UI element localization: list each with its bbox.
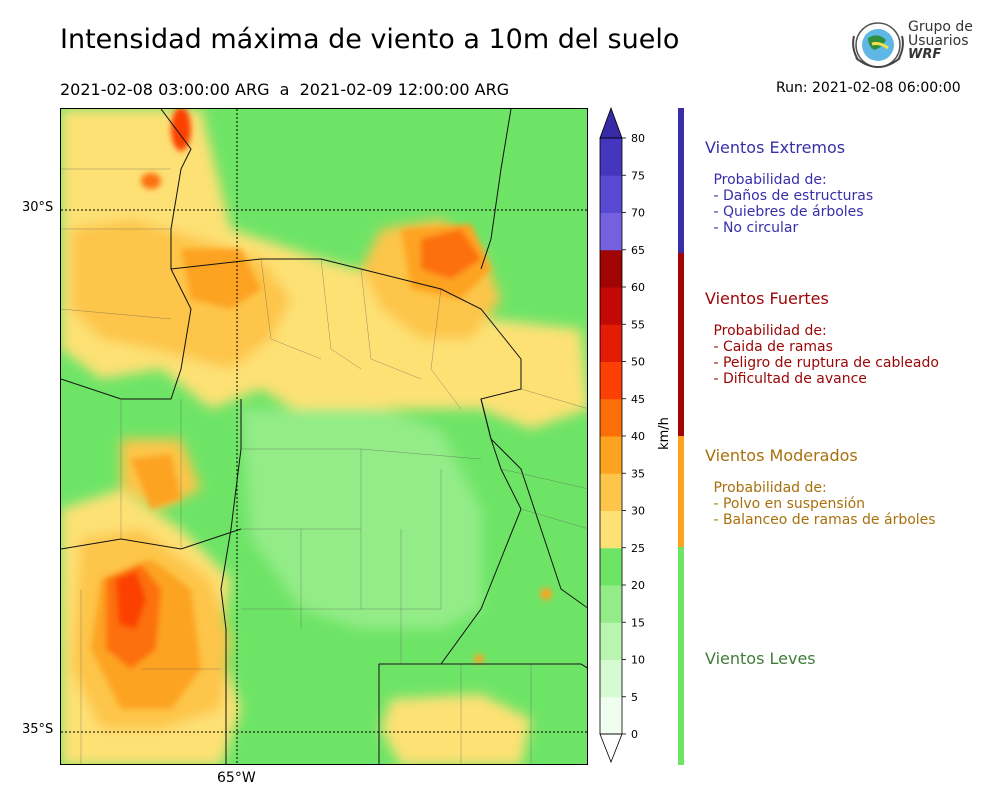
colorbar-unit: km/h — [656, 417, 672, 450]
colorbar-tick-label: 10 — [631, 654, 645, 667]
wrf-logo-icon — [852, 22, 904, 68]
colorbar-tick-label: 65 — [631, 244, 645, 257]
colorbar-segment — [600, 398, 622, 437]
colorbar-tick-label: 55 — [631, 318, 645, 331]
colorbar-segment — [600, 361, 622, 400]
colorbar-tick-label: 20 — [631, 579, 645, 592]
colorbar-min-extend — [599, 733, 623, 764]
colorbar-segment — [600, 324, 622, 362]
colorbar-tick-label: 50 — [631, 356, 645, 369]
category-desc-strong: Probabilidad de: - Caida de ramas - Peli… — [713, 323, 939, 387]
colorbar-tick-label: 80 — [631, 132, 645, 145]
category-desc-moderate: Probabilidad de: - Polvo en suspensión -… — [713, 480, 936, 528]
colorbar-tick-label: 30 — [631, 505, 645, 518]
colorbar: 0 5 10 15 20 25 30 35 40 45 50 55 60 65 70 75 80 — [599, 106, 645, 764]
colorbar-tick-label: 0 — [631, 728, 638, 741]
colorbar-segment — [600, 659, 622, 698]
logo-line-3: WRF — [908, 47, 942, 62]
legend-bar-extreme — [678, 108, 684, 253]
lat-label-30s: 30°S — [22, 200, 54, 215]
colorbar-segment — [600, 287, 622, 325]
legend-bar-moderate — [678, 436, 684, 547]
category-title-light: Vientos Leves — [705, 649, 816, 668]
run-timestamp: Run: 2021-02-08 06:00:00 — [776, 80, 961, 96]
colorbar-tick-label: 15 — [631, 616, 645, 629]
colorbar-tick-label: 70 — [631, 207, 645, 220]
category-title-strong: Vientos Fuertes — [705, 289, 829, 308]
colorbar-segment — [600, 249, 622, 288]
colorbar-segment — [600, 175, 622, 213]
category-title-extreme: Vientos Extremos — [705, 138, 846, 157]
colorbar-tick-label: 40 — [631, 430, 645, 443]
legend-bar-light — [678, 547, 684, 765]
colorbar-segment — [600, 547, 622, 586]
colorbar-segment — [600, 473, 622, 511]
wind-map — [60, 108, 588, 765]
forecast-period: 2021-02-08 03:00:00 ARG a 2021-02-09 12:… — [60, 80, 510, 99]
colorbar-segment — [600, 436, 622, 474]
lon-label-65w: 65°W — [217, 770, 256, 786]
colorbar-tick-label: 5 — [631, 691, 638, 704]
logo-line-2: Usuarios — [908, 33, 969, 49]
colorbar-segment — [600, 585, 622, 623]
colorbar-segment — [600, 622, 622, 660]
wind-field — [61, 109, 587, 764]
logo-text: Grupo de Usuarios WRF — [908, 20, 973, 62]
colorbar-tick-label: 25 — [631, 542, 645, 555]
colorbar-segment — [600, 138, 622, 176]
colorbar-tick-label: 45 — [631, 393, 645, 406]
colorbar-segment — [600, 696, 622, 735]
logo-line-1: Grupo de — [908, 19, 973, 35]
colorbar-tick-label: 75 — [631, 169, 645, 182]
colorbar-segment — [600, 212, 622, 251]
map-title: Intensidad máxima de viento a 10m del su… — [60, 24, 680, 55]
colorbar-tick-label: 35 — [631, 467, 645, 480]
colorbar-max-extend — [599, 106, 623, 139]
colorbar-tick-label: 60 — [631, 281, 645, 294]
colorbar-segment — [600, 510, 622, 549]
category-desc-extreme: Probabilidad de: - Daños de estructuras … — [713, 172, 874, 236]
category-title-moderate: Vientos Moderados — [705, 446, 858, 465]
lat-label-35s: 35°S — [22, 722, 54, 737]
legend-bar-strong — [678, 253, 684, 436]
